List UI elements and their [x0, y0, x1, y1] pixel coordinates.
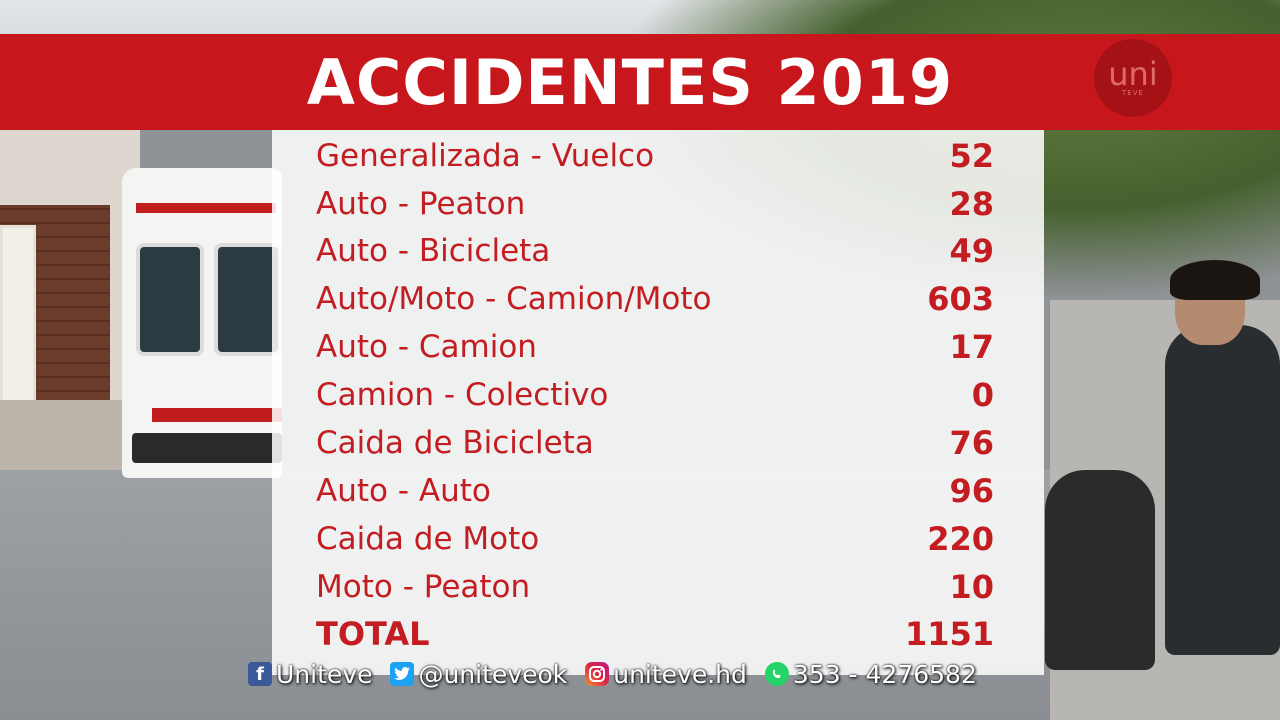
table-row: Auto - Bicicleta 49: [316, 227, 994, 275]
total-label: TOTAL: [316, 615, 430, 653]
accidents-table: Generalizada - Vuelco 52 Auto - Peaton 2…: [272, 130, 1044, 675]
instagram-handle[interactable]: uniteve.hd: [585, 660, 747, 689]
row-label: Camion - Colectivo: [316, 377, 609, 413]
instagram-icon: [585, 662, 610, 686]
table-row: Caida de Bicicleta 76: [316, 419, 994, 467]
total-value: 1151: [904, 615, 994, 653]
channel-logo: uni TEVE: [1094, 39, 1172, 117]
row-label: Caida de Moto: [316, 521, 540, 557]
whatsapp-icon: [764, 662, 789, 686]
facebook-icon: f: [248, 662, 272, 686]
row-label: Auto - Bicicleta: [316, 233, 551, 269]
woman-hair: [1170, 260, 1260, 300]
table-row: Auto - Peaton 28: [316, 180, 994, 228]
standing-woman: [1160, 260, 1280, 720]
table-row: Auto - Auto 96: [316, 467, 994, 515]
row-value: 49: [949, 232, 994, 270]
logo-text: uni: [1108, 55, 1158, 93]
facebook-text: Uniteve: [276, 659, 373, 689]
row-label: Auto - Camion: [316, 329, 537, 365]
row-value: 96: [949, 472, 994, 510]
table-row: Generalizada - Vuelco 52: [316, 132, 994, 180]
row-label: Auto - Peaton: [316, 186, 526, 222]
twitter-text: @uniteveok: [418, 659, 568, 689]
table-row: Moto - Peaton 10: [316, 563, 994, 611]
ambulance: [122, 168, 282, 478]
table-row: Auto/Moto - Camion/Moto 603: [316, 275, 994, 323]
woman-coat: [1165, 325, 1280, 655]
crouching-person: [1045, 470, 1155, 670]
row-label: Caida de Bicicleta: [316, 425, 594, 461]
instagram-text: uniteve.hd: [613, 659, 747, 689]
row-value: 28: [949, 185, 994, 223]
table-row: Auto - Camion 17: [316, 323, 994, 371]
social-bar: f Uniteve @uniteveok uniteve.hd 353 - 42…: [248, 656, 1028, 692]
table-row: Camion - Colectivo 0: [316, 371, 994, 419]
twitter-handle[interactable]: @uniteveok: [390, 660, 567, 689]
whatsapp-text: 353 - 4276582: [792, 659, 977, 689]
page-title: ACCIDENTES 2019: [306, 45, 954, 119]
row-value: 0: [971, 376, 994, 414]
whatsapp-number[interactable]: 353 - 4276582: [764, 659, 977, 689]
building-wall: [0, 130, 140, 530]
row-value: 220: [927, 520, 994, 558]
ambulance-window-left: [136, 243, 204, 356]
header-banner: ACCIDENTES 2019 uni TEVE: [0, 34, 1280, 130]
table-row: Caida de Moto 220: [316, 515, 994, 563]
row-value: 52: [949, 137, 994, 175]
instagram-camera-shape: [589, 666, 606, 682]
ambulance-bumper: [132, 433, 282, 463]
whatsapp-phone-shape: [772, 669, 781, 678]
row-label: Auto - Auto: [316, 473, 491, 509]
row-label: Generalizada - Vuelco: [316, 138, 655, 174]
row-value: 17: [949, 328, 994, 366]
twitter-bird-shape: [394, 667, 411, 680]
building-door: [0, 225, 36, 411]
logo-subtext: TEVE: [1122, 89, 1144, 97]
twitter-icon: [390, 662, 415, 686]
row-value: 76: [949, 424, 994, 462]
row-value: 10: [949, 568, 994, 606]
ambulance-stripe-top: [136, 203, 276, 213]
ambulance-stripe-bottom: [152, 408, 282, 422]
row-label: Moto - Peaton: [316, 569, 531, 605]
total-row: TOTAL 1151: [316, 610, 994, 658]
row-label: Auto/Moto - Camion/Moto: [316, 281, 712, 317]
facebook-handle[interactable]: f Uniteve: [248, 660, 372, 689]
row-value: 603: [927, 280, 994, 318]
